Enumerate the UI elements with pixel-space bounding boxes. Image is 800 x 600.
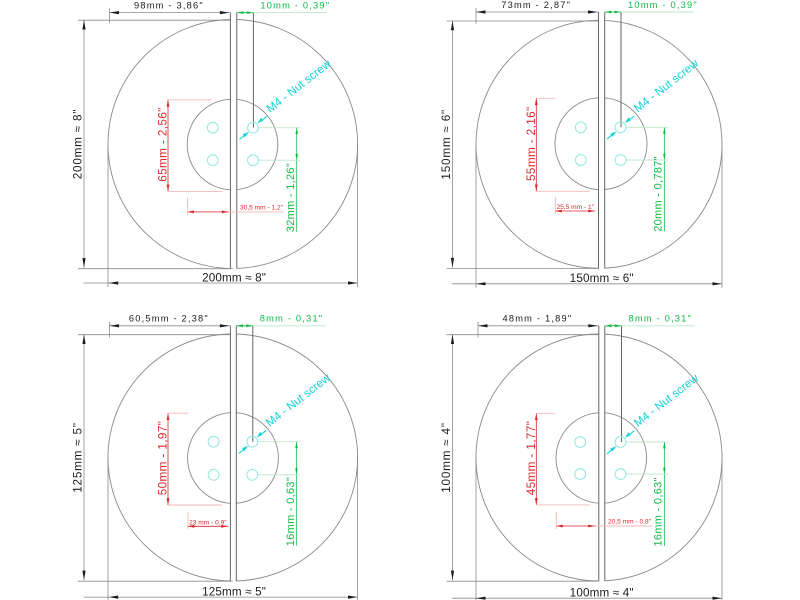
svg-text:32mm - 1,26": 32mm - 1,26" [285, 163, 297, 232]
svg-text:30,5 mm - 1,2": 30,5 mm - 1,2" [240, 204, 284, 211]
svg-text:10mm - 0,39": 10mm - 0,39" [628, 0, 698, 10]
svg-text:8mm - 0,31": 8mm - 0,31" [629, 314, 693, 324]
svg-text:48mm - 1,89": 48mm - 1,89" [502, 314, 572, 324]
svg-text:125mm ≈ 5": 125mm ≈ 5" [202, 585, 266, 598]
svg-text:125mm ≈ 5": 125mm ≈ 5" [71, 422, 84, 493]
svg-text:100mm ≈ 4": 100mm ≈ 4" [440, 422, 453, 493]
svg-text:16mm - 0,63": 16mm - 0,63" [285, 477, 297, 546]
svg-text:200mm ≈ 8": 200mm ≈ 8" [202, 271, 266, 284]
svg-text:20mm - 0,787": 20mm - 0,787" [653, 156, 665, 232]
svg-text:55mm - 2,16": 55mm - 2,16" [525, 106, 538, 181]
svg-text:200mm ≈ 8": 200mm ≈ 8" [71, 109, 84, 180]
svg-text:16mm - 0,63": 16mm - 0,63" [653, 477, 665, 546]
svg-text:100mm ≈ 4": 100mm ≈ 4" [570, 587, 634, 600]
svg-text:8mm - 0,31": 8mm - 0,31" [260, 314, 324, 324]
svg-text:20,5 mm - 0,8": 20,5 mm - 0,8" [608, 519, 652, 526]
svg-text:25,5 mm - 1": 25,5 mm - 1" [557, 204, 595, 211]
svg-text:M4 - Nut screw: M4 - Nut screw [264, 57, 334, 116]
svg-text:45mm - 1,77": 45mm - 1,77" [525, 421, 538, 496]
svg-text:M4 - Nut screw: M4 - Nut screw [632, 56, 702, 115]
svg-text:98mm - 3,86": 98mm - 3,86" [134, 1, 204, 11]
svg-text:60,5mm - 2,38": 60,5mm - 2,38" [129, 314, 209, 324]
svg-text:150mm ≈ 6": 150mm ≈ 6" [570, 272, 634, 285]
svg-text:50mm - 1,97": 50mm - 1,97" [157, 421, 170, 496]
svg-text:73mm - 2,87": 73mm - 2,87" [501, 0, 571, 10]
svg-text:10mm - 0,39": 10mm - 0,39" [260, 1, 330, 11]
svg-text:M4 - Nut screw: M4 - Nut screw [263, 371, 333, 430]
svg-text:150mm ≈ 6": 150mm ≈ 6" [440, 109, 453, 180]
svg-text:65mm - 2,56": 65mm - 2,56" [157, 107, 170, 182]
svg-text:23 mm - 0,9": 23 mm - 0,9" [189, 519, 227, 526]
svg-text:M4 - Nut screw: M4 - Nut screw [632, 371, 702, 430]
